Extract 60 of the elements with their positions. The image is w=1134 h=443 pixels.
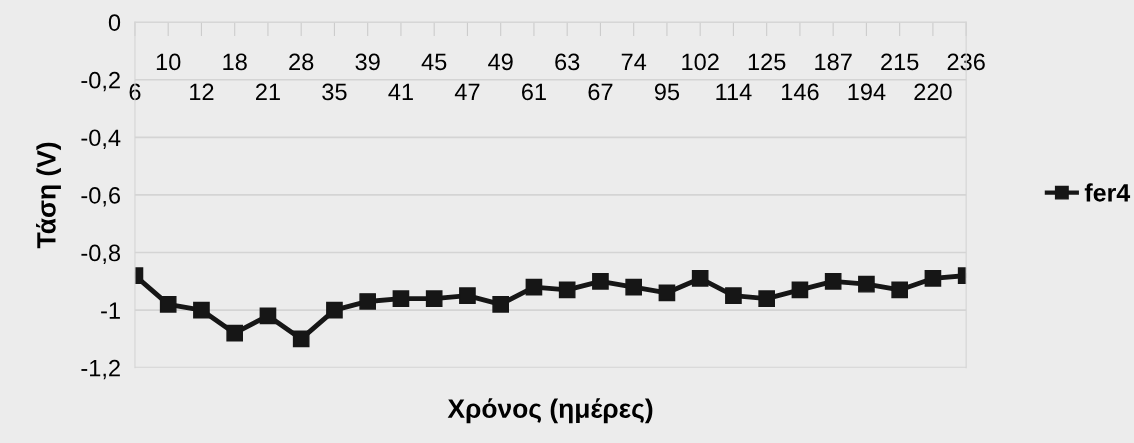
point <box>824 272 842 290</box>
x-tick-label: 74 <box>621 53 647 71</box>
point <box>725 287 742 305</box>
x-tick-label: 187 <box>815 53 852 71</box>
x-tick-label: 67 <box>588 83 613 101</box>
point <box>758 290 776 307</box>
x-tick-label: 220 <box>914 83 952 101</box>
point <box>891 281 909 299</box>
point <box>359 293 377 310</box>
x-tick-label: 49 <box>488 53 513 71</box>
x-tick-label: 61 <box>522 83 546 101</box>
y-tick-label: -0,2 <box>81 71 120 92</box>
point <box>425 290 443 307</box>
x-tick-label: 236 <box>947 53 985 71</box>
x-tick-label: 114 <box>716 83 752 101</box>
y-axis-title: Τάση (V) <box>36 142 61 249</box>
y-tick-label: -1 <box>101 302 120 319</box>
x-tick-label: 194 <box>848 83 886 101</box>
point <box>592 272 609 290</box>
x-tick-label: 12 <box>190 83 214 101</box>
point <box>259 307 277 325</box>
x-tick-label: 28 <box>289 53 314 71</box>
x-tick-label: 95 <box>654 83 680 101</box>
x-tick-label: 215 <box>881 53 919 71</box>
x-tick-label: 35 <box>322 83 347 101</box>
y-tick-label: -1,2 <box>81 359 120 380</box>
x-tick-label: 18 <box>223 53 247 71</box>
point <box>326 301 343 319</box>
x-tick-label: 45 <box>421 53 447 71</box>
x-tick-label: 21 <box>256 83 280 101</box>
point <box>791 281 809 299</box>
x-tick-label: 102 <box>682 53 719 71</box>
x-tick-label: 39 <box>355 53 380 71</box>
point <box>558 281 576 299</box>
x-tick-label: 6 <box>129 83 141 101</box>
y-tick-label: -0,6 <box>81 186 121 207</box>
point <box>625 278 643 296</box>
point <box>193 301 210 319</box>
point <box>159 296 177 313</box>
x-axis-title: Χρόνος (ημέρες) <box>447 398 653 424</box>
point <box>525 278 543 296</box>
point <box>691 270 709 287</box>
point <box>492 296 510 313</box>
point <box>858 275 875 293</box>
y-tick-label: -0,4 <box>81 129 121 149</box>
y-tick-label: -0,8 <box>81 244 121 265</box>
point <box>658 284 676 302</box>
x-tick-label: 47 <box>454 83 480 101</box>
point <box>459 287 476 305</box>
y-tick-label: 0 <box>108 14 121 31</box>
point <box>292 330 310 348</box>
point <box>924 270 942 287</box>
x-tick-label: 63 <box>555 53 580 71</box>
x-tick-label: 146 <box>782 83 819 101</box>
x-tick-label: 125 <box>748 53 786 71</box>
point <box>392 290 410 307</box>
legend-label: fer4 <box>1084 183 1131 202</box>
x-tick-label: 41 <box>388 83 413 101</box>
x-tick-label: 10 <box>156 53 181 71</box>
point <box>226 324 244 342</box>
